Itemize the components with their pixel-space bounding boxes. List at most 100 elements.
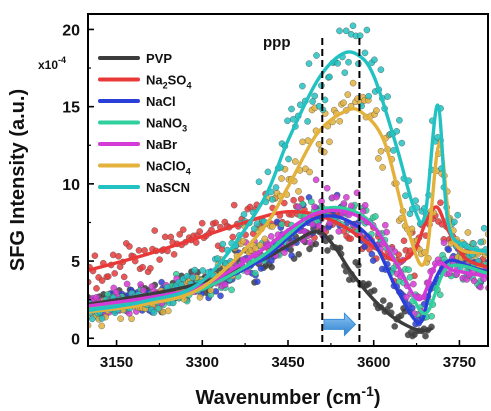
- scatter-point-naclo4: [239, 237, 247, 245]
- y-tick-label: 0: [71, 331, 80, 348]
- scatter-point-nascn: [240, 211, 248, 218]
- scatter-point-nabr: [340, 200, 348, 207]
- scatter-point-pvp: [379, 297, 387, 304]
- scatter-point-naclo4: [117, 315, 124, 323]
- scatter-point-na2so4: [141, 247, 148, 254]
- x-axis-ticks: 3150 3300 3450 3600 3750: [100, 340, 476, 371]
- scatter-point-nascn: [189, 274, 197, 281]
- scatter-point-na2so4: [156, 256, 163, 263]
- scatter-point-na2so4: [111, 270, 118, 277]
- scatter-point-nano3: [278, 220, 286, 228]
- legend: PVP Na2SO4 NaCl NaNO3 NaBr NaClO4 NaSCN: [98, 51, 191, 195]
- scatter-point-nascn: [191, 266, 199, 274]
- scatter-point-nacl: [361, 243, 368, 250]
- scatter-point-nascn: [480, 224, 488, 232]
- scatter-point-na2so4: [170, 251, 178, 258]
- scatter-point-na2so4: [161, 233, 169, 241]
- scatter-point-nano3: [251, 269, 259, 277]
- scatter-point-pvp: [397, 312, 405, 320]
- scatter-point-na2so4: [151, 227, 158, 234]
- legend-label-nascn: NaSCN: [146, 180, 190, 195]
- scatter-point-nabr: [294, 203, 302, 211]
- scatter-point-nascn: [311, 92, 319, 100]
- scatter-point-naclo4: [269, 223, 276, 230]
- scatter-point-na2so4: [104, 273, 112, 280]
- scatter-point-nascn: [255, 178, 263, 186]
- scatter-point-nascn: [349, 22, 357, 30]
- scatter-point-na2so4: [93, 285, 100, 292]
- scatter-point-nacl: [445, 246, 453, 254]
- scatter-point-nano3: [228, 286, 235, 294]
- scatter-point-nano3: [372, 213, 379, 220]
- annotation-ppp: ppp: [263, 34, 291, 51]
- scatter-point-nabr: [137, 281, 144, 288]
- scatter-point-naclo4: [379, 164, 386, 171]
- legend-label-nabr: NaBr: [146, 137, 177, 152]
- legend-label-na2so4: Na2SO4: [146, 73, 191, 91]
- y-tick-label: 5: [71, 254, 80, 271]
- x-axis-label: Wavenumber (cm-1): [195, 383, 380, 409]
- scatter-point-nano3: [405, 266, 412, 274]
- legend-label-nano3: NaNO3: [146, 116, 187, 134]
- scatter-point-naclo4: [315, 140, 323, 148]
- scatter-point-pvp: [370, 287, 378, 294]
- scatter-point-nascn: [199, 267, 206, 274]
- scatter-point-naclo4: [373, 107, 380, 114]
- shift-arrow: [323, 312, 357, 337]
- scatter-point-nascn: [341, 69, 349, 76]
- scatter-point-nacl: [253, 278, 261, 286]
- scatter-point-nascn: [384, 93, 391, 100]
- scatter-point-nascn: [361, 49, 369, 57]
- scatter-point-nacl: [257, 265, 265, 272]
- scatter-point-nascn: [451, 218, 458, 226]
- scatter-point-nascn: [264, 168, 272, 176]
- scatter-point-nascn: [396, 117, 403, 124]
- fit-curve-nascn: [88, 50, 488, 313]
- scatter-point-nabr: [470, 277, 478, 285]
- reference-lines: [321, 38, 361, 346]
- scatter-point-pvp: [391, 323, 399, 330]
- scatter-point-na2so4: [135, 247, 143, 254]
- scatter-point-nano3: [436, 291, 444, 299]
- scatter-point-nascn: [288, 105, 295, 113]
- scatter-point-naclo4: [164, 307, 172, 315]
- scatter-point-na2so4: [212, 219, 219, 227]
- scatter-point-naclo4: [291, 158, 299, 165]
- fit-curve-naclo4: [88, 106, 488, 314]
- x-tick-label: 3750: [443, 354, 476, 371]
- scatter-point-nascn: [150, 309, 158, 316]
- scatter-point-nascn: [355, 60, 362, 68]
- scatter-point-pvp: [312, 240, 320, 248]
- scatter-point-nascn: [253, 220, 261, 228]
- scatter-point-nabr: [335, 228, 343, 235]
- scatter-point-nascn: [336, 27, 343, 35]
- scatter-point-nabr: [221, 281, 229, 289]
- scatter-point-na2so4: [437, 199, 444, 206]
- scatter-point-nabr: [333, 193, 340, 201]
- scatter-point-pvp: [324, 247, 331, 254]
- scatter-point-nabr: [123, 280, 131, 288]
- scatter-point-nabr: [410, 280, 417, 288]
- scatter-point-naclo4: [196, 293, 204, 301]
- scatter-point-nabr: [311, 203, 318, 211]
- scatter-point-na2so4: [179, 226, 187, 233]
- scatter-point-na2so4: [91, 252, 99, 259]
- scatter-point-nabr: [267, 233, 275, 240]
- scatter-point-nacl: [368, 250, 376, 258]
- scatter-point-na2so4: [246, 203, 254, 211]
- scatter-point-na2so4: [229, 233, 237, 241]
- scatter-point-naclo4: [375, 155, 382, 162]
- scatter-point-nabr: [477, 283, 484, 291]
- scatter-point-naclo4: [464, 229, 472, 236]
- x-tick-label: 3600: [357, 354, 390, 371]
- scatter-point-nascn: [272, 184, 280, 191]
- scatter-point-nascn: [454, 211, 462, 219]
- scatter-point-naclo4: [252, 245, 259, 252]
- fit-curves: [88, 50, 488, 333]
- scatter-point-nascn: [470, 240, 477, 247]
- scatter-point-nascn: [250, 225, 258, 233]
- scatter-point-nascn: [345, 58, 352, 66]
- scatter-point-naclo4: [306, 168, 313, 176]
- scatter-point-nabr: [306, 239, 314, 246]
